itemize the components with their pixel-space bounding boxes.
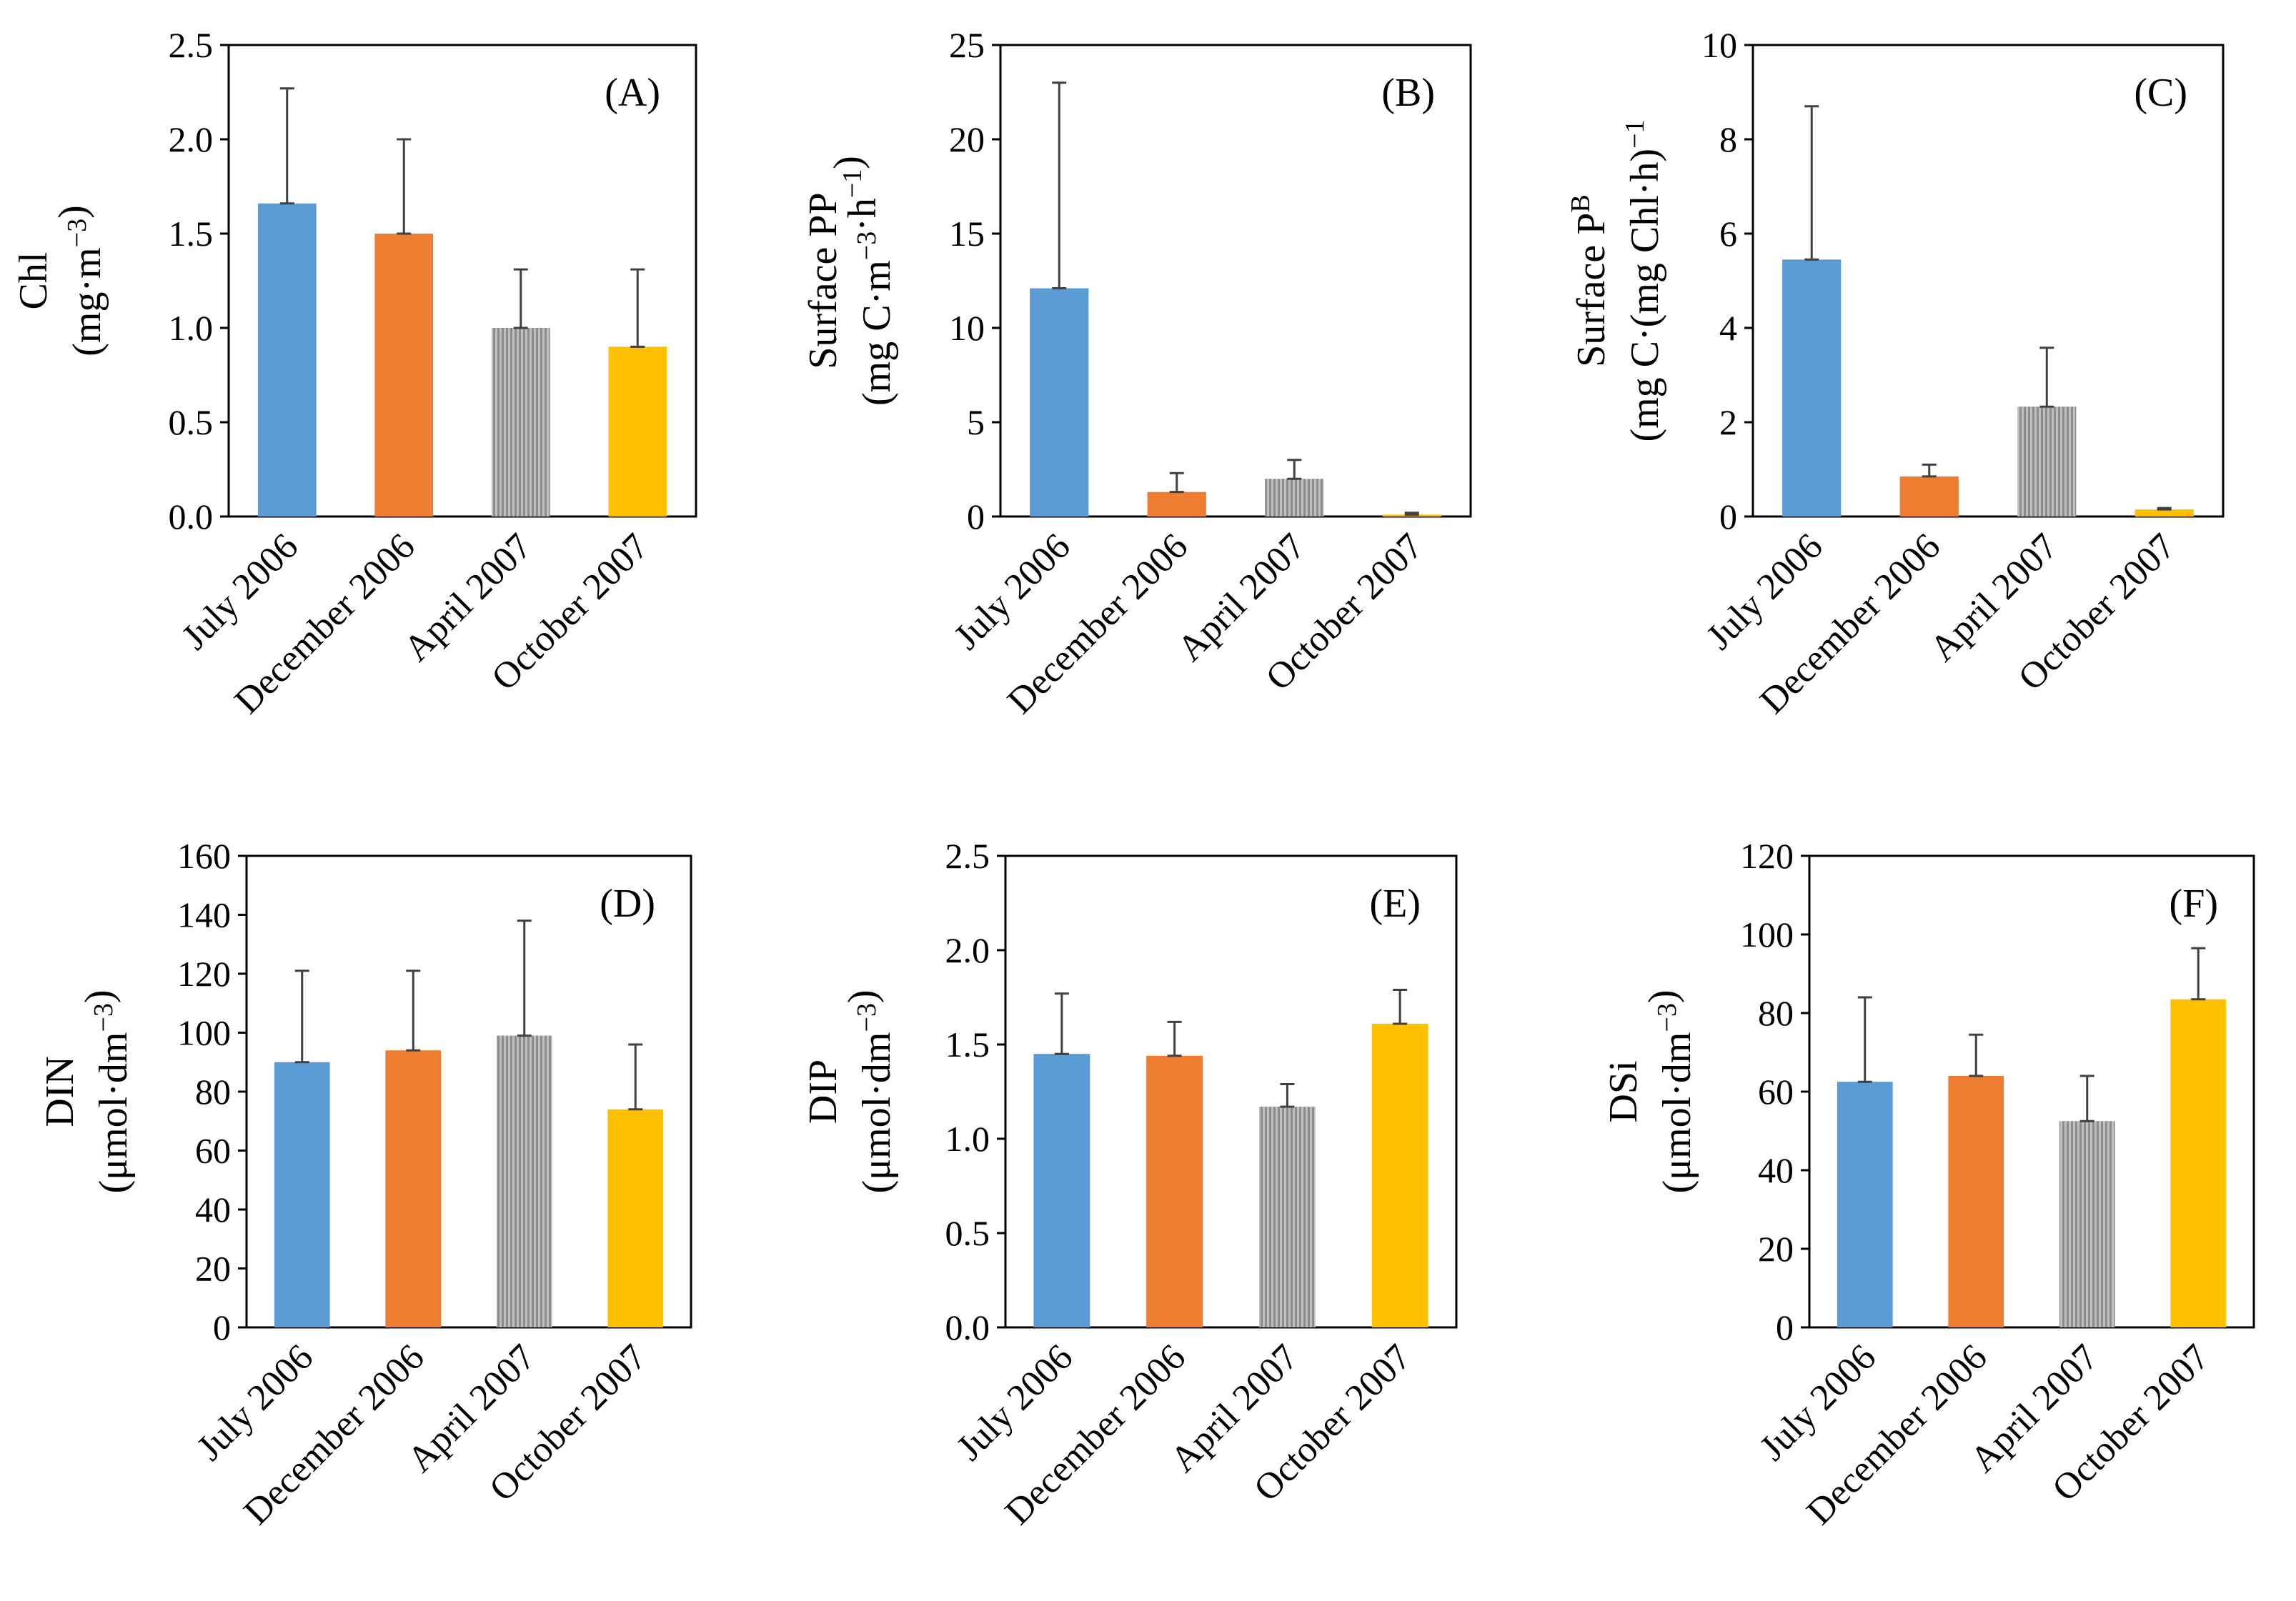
bar-4 [2170, 999, 2227, 1327]
bar-3 [2017, 407, 2077, 517]
y-axis-unit: (mg C·m−3·h−1) [826, 156, 899, 406]
bar-2 [374, 234, 434, 517]
y-axis-title: Chl [11, 252, 56, 310]
bar-3 [2059, 1121, 2115, 1327]
y-tick-label: 2.5 [945, 836, 990, 876]
bar-2 [1948, 1076, 2004, 1327]
y-tick-label: 60 [195, 1131, 231, 1171]
y-tick-label: 25 [949, 25, 985, 65]
y-tick-label: 6 [1719, 214, 1737, 254]
plot-frame [227, 44, 697, 518]
bar-1 [1837, 1082, 1893, 1327]
y-tick-label: 0.0 [945, 1307, 990, 1347]
y-tick-label: 2.0 [945, 930, 990, 970]
y-tick-label: 1.5 [169, 214, 214, 254]
y-tick-label: 0 [1776, 1307, 1794, 1347]
bar-1 [257, 203, 317, 517]
y-tick-label: 10 [949, 308, 985, 348]
panel-label: (E) [1369, 882, 1421, 926]
y-tick-label: 2 [1719, 402, 1737, 442]
bar-4 [2135, 509, 2194, 517]
y-tick-label: 5 [967, 402, 985, 442]
y-tick-label: 20 [949, 119, 985, 159]
y-tick-label: 2.5 [169, 25, 214, 65]
y-tick-label: 1.5 [945, 1024, 990, 1064]
y-tick-label: 8 [1719, 119, 1737, 159]
y-tick-label: 40 [195, 1189, 231, 1230]
y-axis-unit: (mg·m−3) [51, 205, 109, 356]
plot-frame [1004, 854, 1458, 1329]
y-tick-label: 20 [1758, 1229, 1794, 1269]
y-axis-title: DIP [801, 1059, 845, 1124]
y-axis-title: DIN [38, 1056, 82, 1127]
bar-2 [1899, 476, 1959, 517]
y-axis-unit: (μmol·dm−3) [840, 989, 899, 1193]
bar-1 [274, 1062, 330, 1327]
bar-1 [1782, 259, 1842, 517]
plot-frame [1751, 44, 2225, 518]
bar-4 [608, 346, 667, 517]
y-tick-label: 10 [1701, 25, 1737, 65]
y-tick-label: 0.0 [169, 497, 214, 537]
y-tick-label: 0.5 [945, 1213, 990, 1253]
plot-frame [999, 44, 1472, 518]
bar-1 [1030, 288, 1089, 517]
bar-4 [607, 1109, 664, 1327]
y-tick-label: 0 [967, 497, 985, 537]
y-tick-label: 140 [177, 895, 231, 935]
bar-2 [385, 1050, 442, 1327]
y-tick-label: 60 [1758, 1072, 1794, 1112]
y-tick-label: 0.5 [169, 402, 214, 442]
y-tick-label: 0 [213, 1307, 231, 1347]
y-tick-label: 2.0 [169, 119, 214, 159]
y-axis-title: Surface PB [1566, 194, 1614, 367]
y-tick-label: 0 [1719, 497, 1737, 537]
y-tick-label: 1.0 [945, 1119, 990, 1159]
panel-label: (C) [2134, 71, 2187, 115]
panel-label: (B) [1381, 71, 1435, 115]
y-axis-unit: (mg C·(mg Chl·h)−1 [1620, 119, 1667, 442]
y-tick-label: 15 [949, 214, 985, 254]
panel-label: (F) [2170, 882, 2218, 926]
y-tick-label: 1.0 [169, 308, 214, 348]
y-tick-label: 80 [195, 1072, 231, 1112]
y-tick-label: 160 [177, 836, 231, 876]
y-tick-label: 120 [177, 954, 231, 994]
bar-3 [496, 1035, 552, 1327]
y-tick-label: 100 [177, 1013, 231, 1053]
bar-3 [1265, 479, 1324, 517]
panel-label: (A) [605, 71, 660, 115]
y-tick-label: 40 [1758, 1150, 1794, 1190]
bar-3 [1258, 1107, 1316, 1327]
y-tick-label: 20 [195, 1249, 231, 1289]
y-tick-label: 80 [1758, 993, 1794, 1033]
y-tick-label: 4 [1719, 308, 1737, 348]
bar-2 [1146, 1055, 1203, 1327]
y-tick-label: 120 [1740, 836, 1794, 876]
bar-1 [1033, 1054, 1090, 1327]
y-axis-title: DSi [1601, 1060, 1646, 1122]
panel-label: (D) [600, 882, 655, 926]
y-axis-title: Surface PP [801, 192, 845, 369]
bar-4 [1371, 1023, 1428, 1327]
y-tick-label: 100 [1740, 914, 1794, 954]
bar-3 [491, 328, 550, 517]
y-axis-unit: (μmol·dm−3) [1641, 989, 1699, 1193]
bar-2 [1147, 492, 1206, 517]
y-axis-unit: (μmol·dm−3) [77, 989, 136, 1193]
